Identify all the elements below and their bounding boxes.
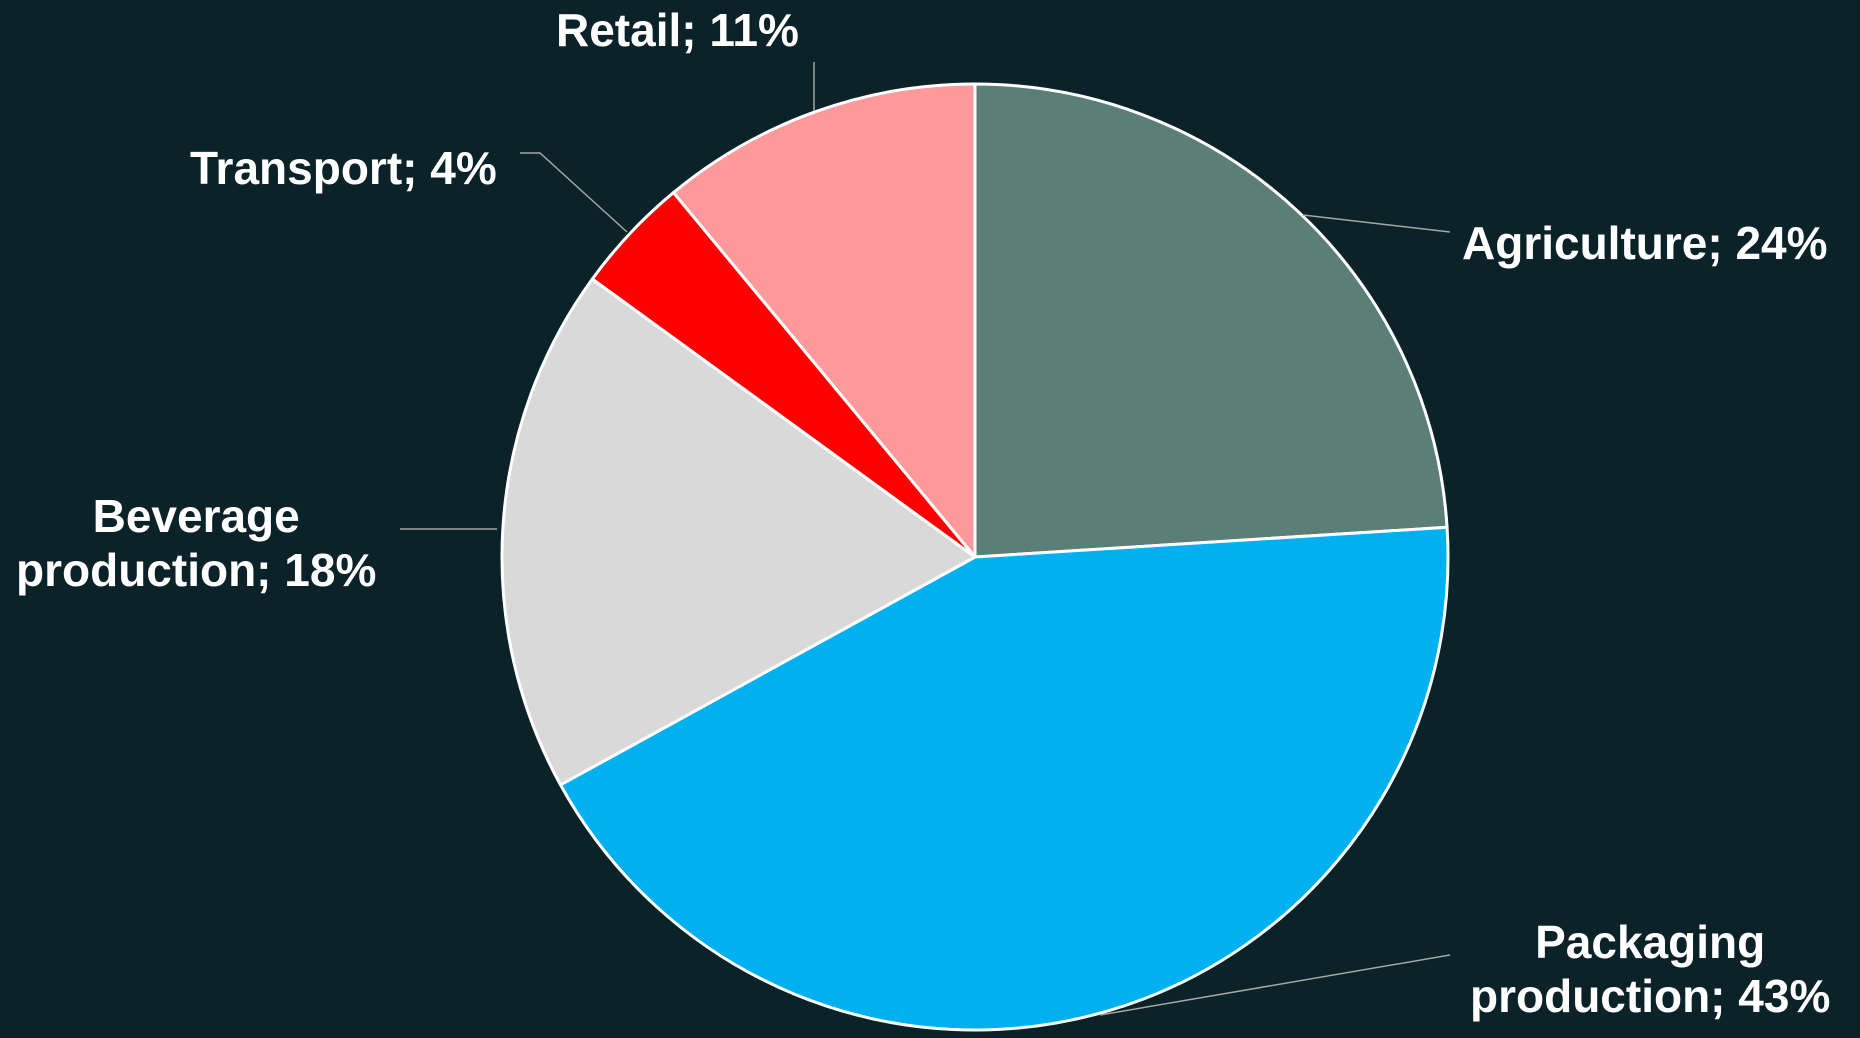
leader-line-transport (520, 152, 628, 233)
pie-slice-beverage-production (500, 277, 977, 787)
leader-line-agriculture (1302, 214, 1451, 233)
pie-slice-retail (671, 82, 977, 559)
slice-label-retail: Retail; 11% (556, 4, 799, 56)
leader-line-packaging-production (1099, 954, 1451, 1016)
slice-label-beverage-production: Beverage production; 18% (16, 490, 377, 596)
pie-slice-packaging-production (559, 525, 1450, 1032)
slice-label-agriculture: Agriculture; 24% (1462, 217, 1828, 269)
pie-slice-agriculture (973, 82, 1449, 559)
slice-label-packaging-production: Packaging production; 43% (1470, 916, 1831, 1022)
slice-label-transport: Transport; 4% (190, 142, 497, 194)
